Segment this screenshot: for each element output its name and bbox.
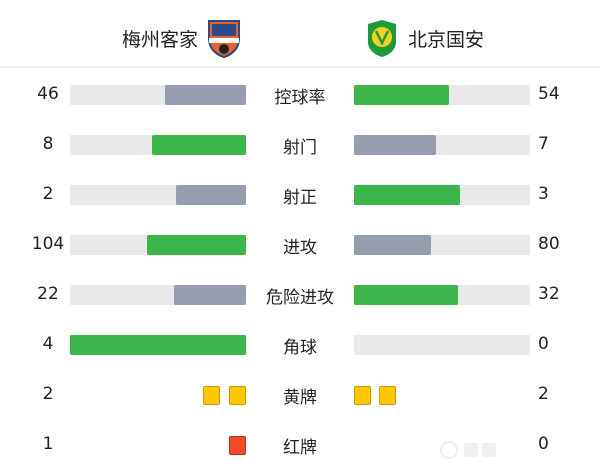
yellow-card-icon — [203, 386, 220, 405]
away-value: 0 — [538, 334, 549, 354]
home-value: 4 — [42, 334, 54, 354]
home-bar-fill — [146, 235, 246, 255]
away-bar — [354, 335, 530, 355]
away-value: 54 — [538, 84, 560, 104]
away-value: 2 — [538, 384, 549, 404]
away-team-name: 北京国安 — [408, 28, 485, 51]
home-bar-fill — [152, 135, 246, 155]
home-value: 46 — [37, 84, 59, 104]
stat-row: 46 控球率 54 — [0, 70, 600, 120]
stat-label: 控球率 — [274, 88, 326, 108]
away-bar-fill — [354, 85, 450, 105]
home-value: 1 — [42, 434, 54, 454]
away-value: 3 — [538, 184, 549, 204]
away-value: 0 — [538, 434, 549, 454]
home-bar-fill — [165, 85, 246, 105]
away-bar-fill — [354, 135, 437, 155]
away-bar — [354, 85, 530, 105]
home-bar — [70, 335, 246, 355]
stat-row: 22 危险进攻 32 — [0, 270, 600, 320]
stat-label: 黄牌 — [283, 388, 317, 408]
stat-row: 4 角球 0 — [0, 320, 600, 370]
card-row: 1 红牌 0 — [0, 420, 600, 470]
yellow-card-icon — [354, 386, 371, 405]
watermark-icon — [440, 441, 496, 459]
yellow-card-icon — [379, 386, 396, 405]
away-bar — [354, 135, 530, 155]
meizhou-hakka-logo-icon — [208, 20, 241, 58]
card-row: 2 黄牌 2 — [0, 370, 600, 420]
home-bar — [70, 185, 246, 205]
home-value: 8 — [42, 134, 54, 154]
home-value: 22 — [37, 284, 59, 304]
home-bar-fill — [175, 185, 246, 205]
away-bar — [354, 235, 530, 255]
stat-label: 红牌 — [283, 438, 317, 458]
home-team-name: 梅州客家 — [122, 28, 199, 51]
home-team[interactable]: 梅州客家 — [122, 18, 242, 58]
home-bar — [70, 235, 246, 255]
home-bar-fill — [70, 335, 246, 355]
home-value: 104 — [31, 234, 65, 254]
stat-label: 射门 — [283, 138, 317, 158]
stat-label: 进攻 — [283, 238, 317, 258]
away-value: 32 — [538, 284, 560, 304]
red-card-icon — [229, 436, 246, 455]
home-bar — [70, 285, 246, 305]
stat-row: 104 进攻 80 — [0, 220, 600, 270]
stat-row: 8 射门 7 — [0, 120, 600, 170]
away-bar — [354, 285, 530, 305]
stat-label: 危险进攻 — [266, 288, 334, 308]
home-bar-fill — [174, 285, 246, 305]
match-header: 梅州客家 北京国安 — [0, 0, 600, 68]
away-value: 80 — [538, 234, 560, 254]
away-bar-fill — [354, 185, 460, 205]
away-value: 7 — [538, 134, 549, 154]
stat-label: 射正 — [283, 188, 317, 208]
home-bar — [70, 135, 246, 155]
beijing-guoan-logo-icon — [368, 20, 396, 57]
home-value: 2 — [42, 184, 54, 204]
yellow-card-icon — [229, 386, 246, 405]
away-team[interactable]: 北京国安 — [364, 18, 484, 58]
stat-label: 角球 — [283, 338, 317, 358]
stat-row: 2 射正 3 — [0, 170, 600, 220]
away-bar-fill — [354, 285, 459, 305]
home-value: 2 — [42, 384, 54, 404]
away-bar — [354, 185, 530, 205]
away-bar-fill — [354, 235, 431, 255]
home-bar — [70, 85, 246, 105]
